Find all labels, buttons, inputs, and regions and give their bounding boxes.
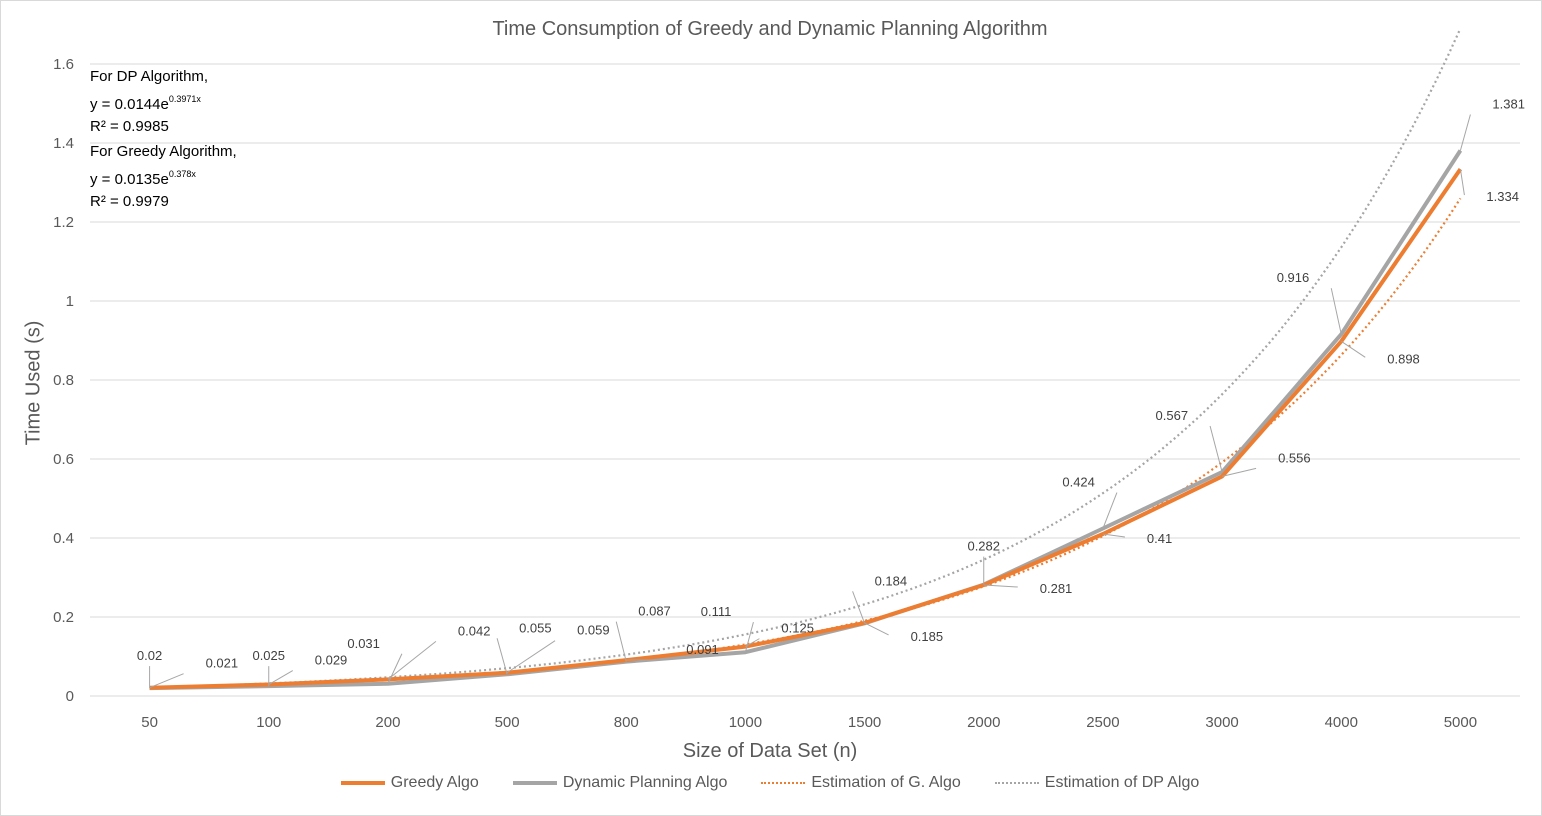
legend-swatch-dp-estimate <box>994 782 1039 784</box>
x-tick-label: 3000 <box>1205 714 1238 731</box>
dp-data-label: 0.916 <box>1277 270 1310 285</box>
dp-data-label-leader <box>496 638 508 675</box>
greedy-data-label: 0.281 <box>1040 581 1073 596</box>
greedy-data-label-leader <box>864 622 889 636</box>
legend-swatch-greedy-estimate <box>761 782 806 784</box>
legend: Greedy Algo Dynamic Planning Algo Estima… <box>0 774 1540 792</box>
greedy-data-label: 0.029 <box>315 653 348 668</box>
legend-swatch-dp <box>512 781 557 785</box>
x-tick-label: 100 <box>256 714 281 731</box>
legend-label-greedy: Greedy Algo <box>390 774 479 791</box>
dp-data-label-leader <box>852 591 866 624</box>
dp-data-label: 0.424 <box>1062 475 1095 490</box>
dp-data-label: 0.282 <box>967 539 1000 554</box>
x-tick-label: 4000 <box>1325 714 1358 731</box>
y-tick-label: 0.6 <box>53 451 74 468</box>
greedy-data-label: 0.021 <box>206 656 239 671</box>
greedy-data-label: 0.185 <box>911 629 944 644</box>
dp-data-label-leader <box>744 622 754 653</box>
greedy-data-label: 1.334 <box>1486 189 1519 204</box>
x-tick-label: 2000 <box>967 714 1000 731</box>
greedy-estimate-line <box>149 197 1462 690</box>
y-tick-label: 0.2 <box>53 609 74 626</box>
greedy-data-label: 0.41 <box>1147 531 1172 546</box>
greedy-data-label: 0.556 <box>1278 450 1311 465</box>
y-tick-label: 0 <box>66 688 74 705</box>
y-tick-label: 1.6 <box>53 56 74 73</box>
greedy-data-label-leader <box>149 673 184 689</box>
greedy-data-label: 0.898 <box>1387 351 1420 366</box>
x-tick-label: 1000 <box>729 714 762 731</box>
legend-item-dp-estimate: Estimation of DP Algo <box>994 774 1200 792</box>
y-tick-label: 1 <box>66 293 74 310</box>
dp-fit-equation: y = 0.0144e0.3971x <box>90 94 201 113</box>
x-tick-label: 2500 <box>1086 714 1119 731</box>
x-tick-label: 800 <box>614 714 639 731</box>
dp-data-label: 0.111 <box>701 604 732 619</box>
dp-data-label-leader <box>615 621 627 662</box>
dp-data-label-leader <box>1459 114 1471 151</box>
legend-item-greedy: Greedy Algo <box>340 774 479 792</box>
dp-data-label-leader <box>1209 425 1223 473</box>
y-axis-title: Time Used (s) <box>22 320 45 446</box>
greedy-fit-annotation: For Greedy Algorithm, y = 0.0135e0.378x … <box>90 141 237 213</box>
legend-swatch-greedy <box>340 781 385 785</box>
dp-data-label: 0.055 <box>519 620 552 635</box>
dp-data-label-leader <box>387 653 403 684</box>
chart-title: Time Consumption of Greedy and Dynamic P… <box>492 18 1048 40</box>
legend-label-dp-estimate: Estimation of DP Algo <box>1044 774 1200 791</box>
dp-data-label: 0.567 <box>1156 408 1189 423</box>
dp-data-label: 0.02 <box>137 648 162 663</box>
x-tick-label: 50 <box>141 714 158 731</box>
legend-label-dp: Dynamic Planning Algo <box>562 774 728 791</box>
greedy-data-label: 0.042 <box>458 623 491 638</box>
dp-data-label-leader <box>1102 492 1118 529</box>
greedy-fit-heading: For Greedy Algorithm, <box>90 143 237 160</box>
x-tick-label: 5000 <box>1444 714 1477 731</box>
dp-data-label: 0.025 <box>252 648 285 663</box>
greedy-data-label: 0.059 <box>577 623 610 638</box>
dp-data-label: 0.184 <box>875 573 908 588</box>
greedy-data-label: 0.125 <box>781 621 814 636</box>
dp-data-label: 0.087 <box>638 604 671 619</box>
legend-item-greedy-estimate: Estimation of G. Algo <box>761 774 961 792</box>
greedy-data-label-leader <box>983 584 1018 588</box>
x-axis-title: Size of Data Set (n) <box>682 740 858 762</box>
greedy-fit-equation: y = 0.0135e0.378x <box>90 169 196 188</box>
dp-data-label: 0.031 <box>347 636 380 651</box>
greedy-data-label-leader <box>506 640 556 674</box>
greedy-data-label-leader <box>1221 467 1257 477</box>
greedy-data-label-leader <box>1459 168 1465 196</box>
y-tick-label: 1.2 <box>53 214 74 231</box>
dp-fit-r2: R² = 0.9985 <box>90 118 169 135</box>
greedy-data-label: 0.091 <box>686 642 719 657</box>
legend-item-dp: Dynamic Planning Algo <box>512 774 728 792</box>
y-tick-label: 0.8 <box>53 372 74 389</box>
dp-data-label-leader <box>1330 288 1342 335</box>
greedy-data-label-leader <box>745 638 760 648</box>
dp-data-label: 1.381 <box>1492 97 1525 112</box>
y-tick-label: 0.4 <box>53 530 74 547</box>
x-tick-label: 200 <box>375 714 400 731</box>
y-tick-label: 1.4 <box>53 135 74 152</box>
x-tick-label: 500 <box>495 714 520 731</box>
greedy-data-label-leader <box>268 670 294 685</box>
dp-series-line <box>149 149 1463 691</box>
dp-fit-heading: For DP Algorithm, <box>90 68 209 85</box>
greedy-data-label-leader <box>1340 340 1366 358</box>
greedy-data-label-leader <box>1102 533 1125 538</box>
greedy-data-label-leader <box>387 641 437 680</box>
greedy-fit-r2: R² = 0.9979 <box>90 193 169 210</box>
dp-estimate-line <box>149 28 1462 689</box>
greedy-series-line <box>149 167 1463 690</box>
x-tick-label: 1500 <box>848 714 881 731</box>
dp-fit-annotation: For DP Algorithm, y = 0.0144e0.3971x R² … <box>90 66 208 138</box>
legend-label-greedy-estimate: Estimation of G. Algo <box>811 774 961 791</box>
